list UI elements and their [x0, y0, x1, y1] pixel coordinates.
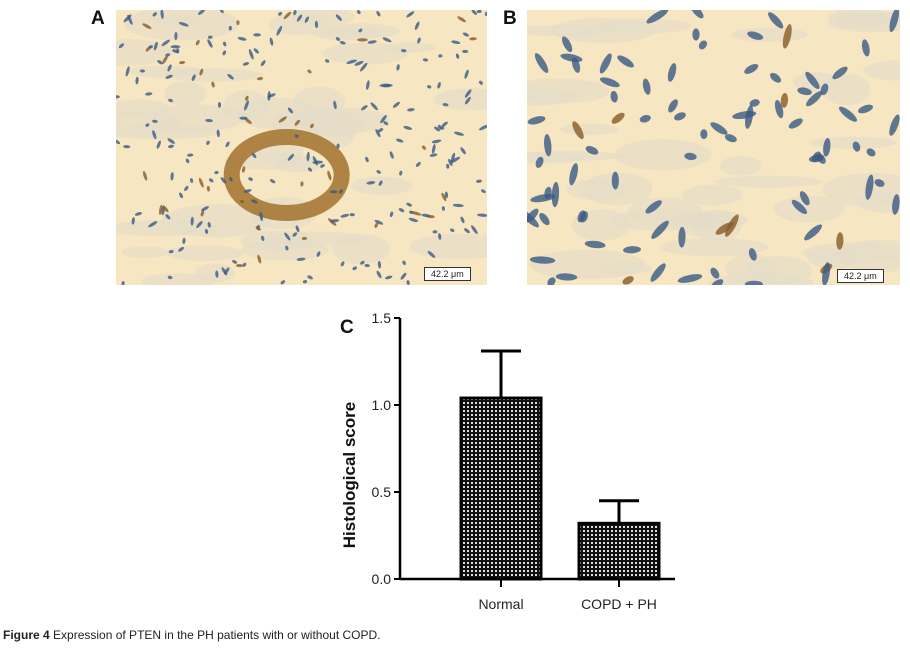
x-tick-label: Normal	[478, 596, 523, 612]
bar-0	[459, 396, 543, 581]
panel-letter-a: A	[91, 8, 105, 29]
panel-letter-c: C	[340, 317, 354, 338]
caption-text: Expression of PTEN in the PH patients wi…	[49, 628, 381, 642]
x-tick-label: COPD + PH	[581, 596, 657, 612]
micrograph-a	[116, 10, 487, 285]
micrograph-b	[527, 10, 900, 285]
bar-1	[577, 521, 661, 581]
y-tick-label: 0.5	[372, 484, 392, 500]
figure-caption: Figure 4 Expression of PTEN in the PH pa…	[3, 628, 381, 642]
panel-letter-b: B	[503, 8, 517, 29]
scale-bar-a: 42.2 μm	[424, 267, 471, 281]
bar-chart: C Histological score 0.0 0.5 1.0 1.5 Normal…	[340, 310, 675, 612]
y-tick-label: 1.5	[372, 310, 392, 326]
y-tick-label: 0.0	[372, 571, 392, 587]
scale-bar-b: 42.2 μm	[837, 269, 884, 283]
y-axis-label: Histological score	[340, 402, 359, 548]
caption-label: Figure 4	[3, 628, 50, 642]
y-tick-label: 1.0	[372, 397, 392, 413]
